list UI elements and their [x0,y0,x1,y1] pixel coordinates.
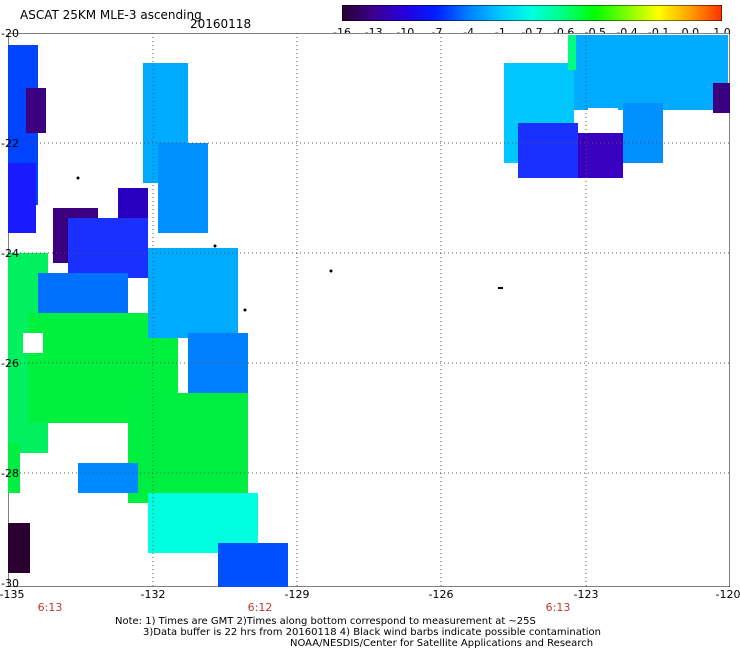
lat-label: -26 [1,357,19,370]
time-label: 6:13 [545,601,571,614]
lat-label: -30 [1,577,19,590]
note-line-2: 3)Data buffer is 22 hrs from 20160118 4)… [143,627,601,638]
western-swath [8,45,288,587]
lon-label: -132 [140,588,166,601]
product-title: ASCAT 25KM MLE-3 ascending [20,8,202,22]
lat-label: -22 [1,137,19,150]
island-marks [76,176,503,312]
lat-label: -28 [1,467,19,480]
time-label: 6:13 [37,601,63,614]
color-scale-bar [342,5,722,21]
note-line-3: NOAA/NESDIS/Center for Satellite Applica… [290,638,594,649]
note-line-1: Note: 1) Times are GMT 2)Times along bot… [115,616,536,627]
lon-label: -123 [573,588,599,601]
lat-label: -20 [1,27,19,40]
lon-label: -126 [428,588,454,601]
lon-label: -120 [715,588,740,601]
eastern-swath [504,35,730,178]
lon-label: -135 [0,588,25,601]
lon-label: -129 [284,588,310,601]
lat-label: -24 [1,247,19,260]
product-date: 20160118 [190,17,252,31]
swath-map [8,33,730,587]
lat-lon-grid [8,33,730,587]
time-label: 6:12 [247,601,273,614]
